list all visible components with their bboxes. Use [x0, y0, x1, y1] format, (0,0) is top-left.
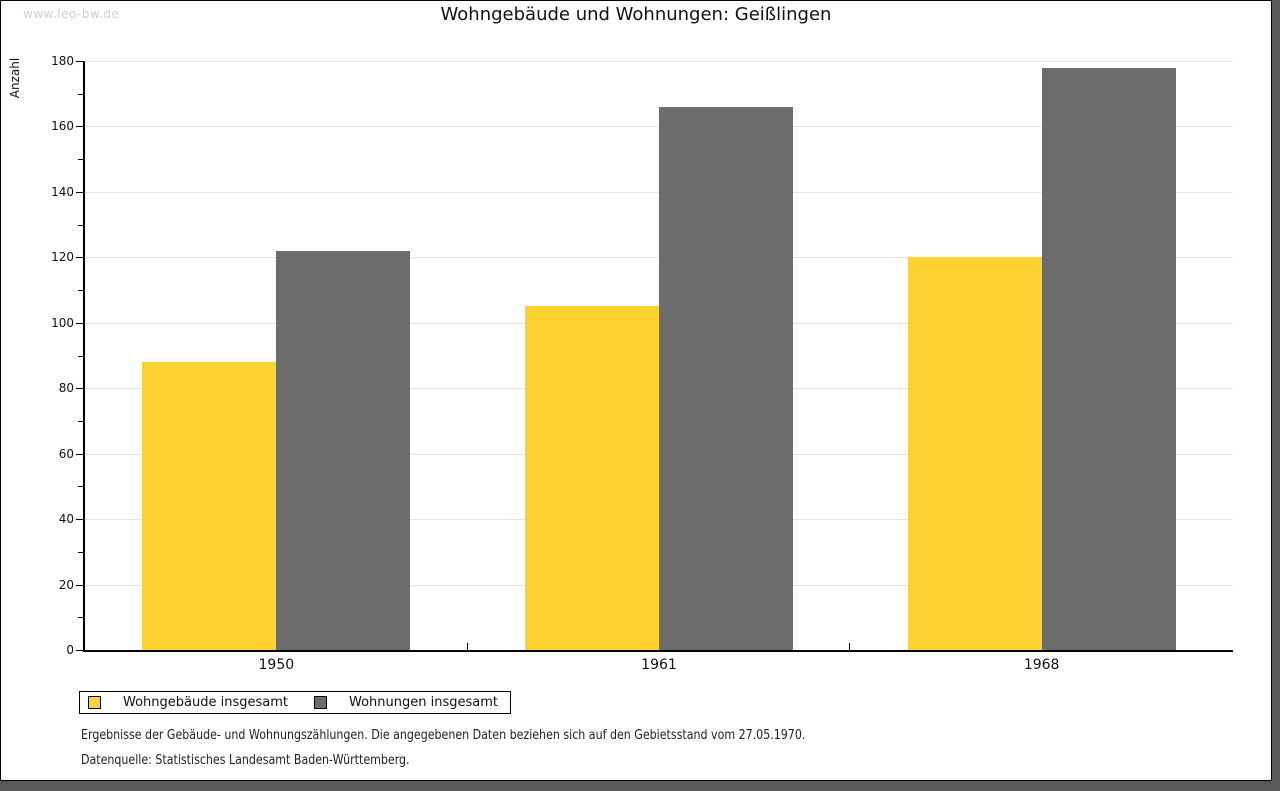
y-axis-tick [76, 191, 83, 193]
y-axis-tick [76, 322, 83, 324]
x-tick-label: 1968 [1023, 657, 1060, 673]
y-axis-minor-tick [78, 159, 83, 161]
y-axis-title: Anzahl [8, 57, 22, 99]
y-axis-tick [76, 257, 83, 259]
y-tick-label: 60 [58, 446, 74, 461]
bar-1961-wohngebaeude [525, 306, 659, 650]
plot-area: 0 20 40 60 80 100 120 140 160 180 1950 1961 1968 [51, 54, 1233, 673]
gridline [85, 61, 1233, 62]
footnote-datenquelle: Datenquelle: Statistisches Landesamt Bad… [81, 753, 410, 768]
y-tick-label: 0 [66, 643, 74, 657]
legend-item-wohngebaeude: Wohngebäude insgesamt [88, 695, 288, 710]
y-tick-label: 80 [58, 381, 74, 396]
y-axis-minor-tick [78, 290, 83, 292]
y-axis-tick [76, 519, 83, 521]
y-tick-label: 160 [51, 119, 74, 134]
y-tick-label: 40 [58, 512, 74, 527]
y-tick-label: 20 [58, 577, 74, 592]
y-axis-minor-tick [78, 224, 83, 226]
bar-1950-wohngebaeude [142, 362, 277, 650]
legend-item-wohnungen: Wohnungen insgesamt [314, 695, 498, 710]
y-axis-tick [76, 453, 83, 455]
legend-swatch-gray [314, 696, 327, 709]
legend-swatch-yellow [88, 696, 101, 709]
y-axis-tick [76, 584, 83, 586]
y-axis-minor-tick [78, 486, 83, 488]
y-axis-tick [76, 61, 83, 62]
bar-1968-wohnungen [1041, 67, 1176, 650]
y-axis-tick [76, 650, 83, 651]
y-axis-minor-tick [78, 355, 83, 357]
bar-1950-wohnungen [276, 250, 411, 650]
legend-label: Wohngebäude insgesamt [123, 695, 288, 710]
x-tick-label: 1961 [641, 657, 677, 673]
watermark: www.leo-bw.de [23, 7, 120, 21]
x-axis-tick [849, 643, 851, 650]
legend-label: Wohnungen insgesamt [349, 695, 498, 710]
y-tick-label: 140 [51, 184, 74, 199]
y-axis-tick [76, 388, 83, 390]
bar-1968-wohngebaeude [907, 257, 1042, 650]
y-tick-label: 180 [51, 54, 74, 68]
x-axis-tick [466, 643, 468, 650]
bar-1961-wohnungen [659, 106, 793, 650]
chart-title: Wohngebäude und Wohnungen: Geißlingen [440, 4, 832, 25]
y-axis-tick [76, 126, 83, 128]
y-axis-minor-tick [78, 420, 83, 422]
footnote-source-note: Ergebnisse der Gebäude- und Wohnungszähl… [81, 728, 806, 743]
y-axis-minor-tick [78, 551, 83, 553]
y-axis-minor-tick [78, 93, 83, 95]
y-axis-minor-tick [78, 617, 83, 619]
legend: Wohngebäude insgesamt Wohnungen insgesam… [79, 691, 511, 714]
y-tick-label: 120 [51, 250, 74, 265]
y-tick-label: 100 [51, 315, 74, 330]
x-tick-label: 1950 [258, 657, 295, 673]
